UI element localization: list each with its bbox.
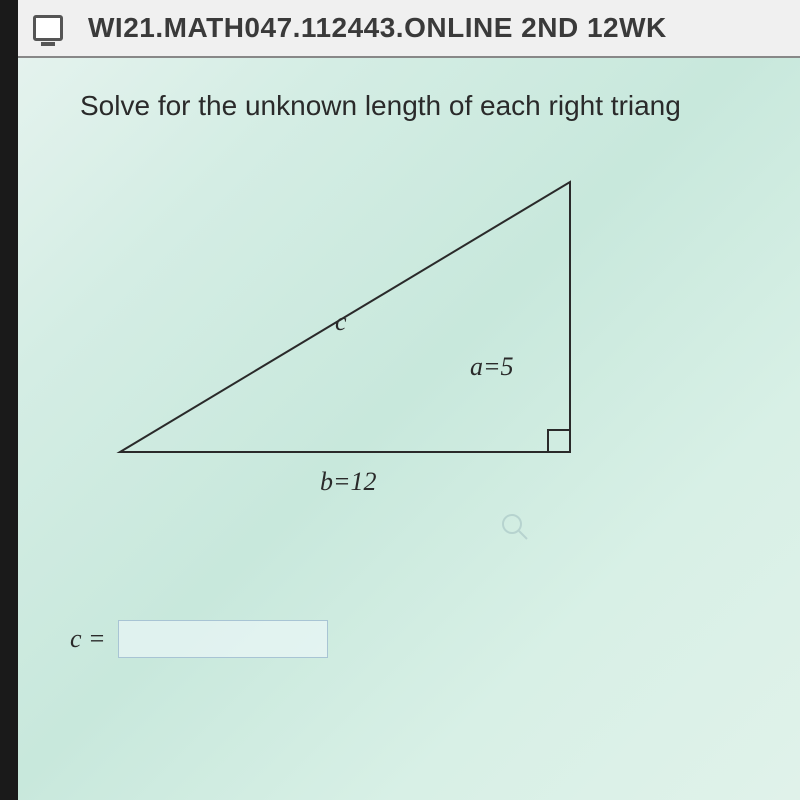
answer-row: c =	[70, 620, 328, 658]
answer-label: c =	[70, 624, 106, 654]
page-header: WI21.MATH047.112443.ONLINE 2ND 12WK	[18, 0, 800, 58]
course-title: WI21.MATH047.112443.ONLINE 2ND 12WK	[88, 12, 667, 44]
label-side-a: a=5	[470, 352, 514, 382]
answer-input[interactable]	[118, 620, 328, 658]
monitor-icon	[33, 15, 63, 41]
label-side-b: b=12	[320, 467, 377, 497]
magnify-icon[interactable]	[500, 512, 530, 542]
triangle-diagram: c a=5 b=12	[110, 172, 610, 512]
content-area: Solve for the unknown length of each rig…	[80, 90, 800, 512]
dark-left-bar	[0, 0, 18, 800]
question-text: Solve for the unknown length of each rig…	[80, 90, 800, 122]
label-hypotenuse: c	[335, 307, 347, 337]
triangle-svg	[110, 172, 610, 512]
